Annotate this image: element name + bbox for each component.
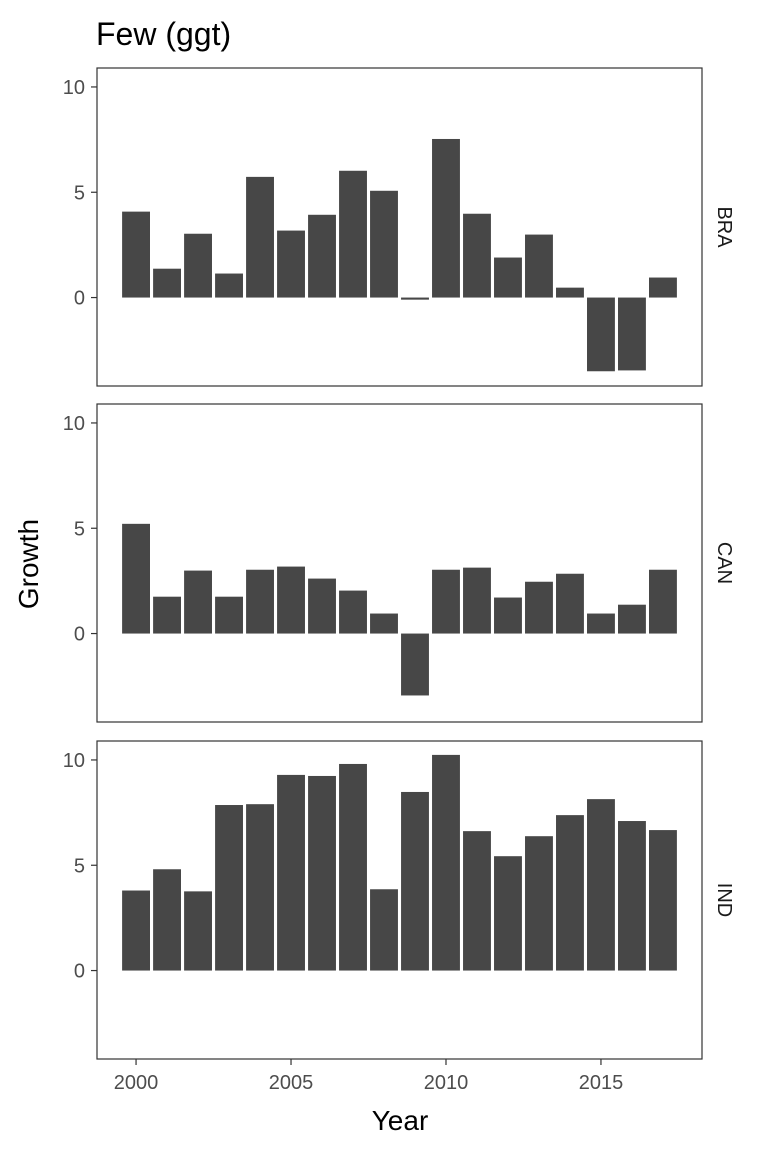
bar-can-2004: [246, 569, 274, 634]
y-tick-label: 10: [63, 77, 85, 99]
bar-can-2001: [153, 596, 181, 634]
bar-ind-2003: [215, 805, 243, 971]
bar-bra-2005: [277, 230, 305, 298]
bar-ind-2002: [184, 891, 212, 971]
bar-can-2003: [215, 596, 243, 634]
bar-ind-2005: [277, 774, 305, 971]
chart-title: Few (ggt): [96, 16, 231, 52]
x-axis-label: Year: [372, 1105, 429, 1136]
panel-border-can: [96, 403, 703, 723]
bar-ind-2017: [649, 830, 677, 971]
bar-can-2014: [556, 573, 584, 634]
bar-ind-2001: [153, 869, 181, 971]
bar-bra-2001: [153, 268, 181, 298]
bar-ind-2013: [525, 836, 553, 971]
bar-ind-2014: [556, 815, 584, 971]
facet-strip-label: CAN: [713, 542, 735, 584]
bar-can-2015: [587, 613, 615, 634]
bar-can-2012: [494, 597, 522, 634]
x-tick-label: 2015: [579, 1072, 624, 1094]
bar-can-2013: [525, 581, 553, 634]
y-tick-label: 5: [74, 182, 85, 204]
bar-bra-2004: [246, 176, 274, 298]
bar-ind-2011: [463, 831, 491, 971]
bar-ind-2016: [618, 821, 646, 971]
facet-strip-label: BRA: [713, 206, 735, 248]
bar-ind-2000: [122, 890, 150, 971]
bar-can-2000: [122, 523, 150, 634]
bar-ind-2007: [339, 763, 367, 971]
y-tick-label: 0: [74, 624, 85, 646]
bar-can-2005: [277, 566, 305, 634]
bar-bra-2013: [525, 234, 553, 298]
bar-bra-2011: [463, 213, 491, 298]
bar-bra-2012: [494, 257, 522, 298]
bar-bra-2009: [401, 297, 429, 300]
bar-bra-2007: [339, 170, 367, 298]
bar-ind-2010: [432, 754, 460, 971]
bar-bra-2002: [184, 233, 212, 298]
y-axis-label: Growth: [13, 519, 44, 609]
bar-can-2006: [308, 578, 336, 634]
bar-can-2008: [370, 613, 398, 634]
y-tick-label: 10: [63, 750, 85, 772]
bar-can-2009: [401, 633, 429, 696]
bar-bra-2017: [649, 277, 677, 298]
bar-can-2010: [432, 569, 460, 634]
y-tick-label: 10: [63, 413, 85, 435]
y-tick-label: 0: [74, 961, 85, 983]
bar-can-2016: [618, 604, 646, 634]
bar-ind-2012: [494, 856, 522, 971]
bar-bra-2014: [556, 287, 584, 298]
facet-strip-label: IND: [713, 883, 735, 917]
x-tick-label: 2005: [269, 1072, 314, 1094]
panel-border-ind: [96, 740, 703, 1060]
bar-bra-2003: [215, 273, 243, 298]
bar-bra-2008: [370, 190, 398, 298]
bar-can-2017: [649, 569, 677, 634]
bar-bra-2015: [587, 297, 615, 372]
bar-ind-2009: [401, 791, 429, 971]
bar-can-2002: [184, 570, 212, 634]
bar-ind-2004: [246, 804, 274, 971]
bar-can-2011: [463, 567, 491, 634]
y-tick-label: 5: [74, 518, 85, 540]
bar-ind-2008: [370, 889, 398, 971]
bar-ind-2015: [587, 799, 615, 971]
panel-border-bra: [96, 67, 703, 387]
x-tick-label: 2010: [424, 1072, 469, 1094]
bar-bra-2010: [432, 138, 460, 298]
bar-ind-2006: [308, 775, 336, 971]
y-tick-label: 5: [74, 855, 85, 877]
bar-bra-2016: [618, 297, 646, 371]
x-tick-label: 2000: [114, 1072, 159, 1094]
bar-bra-2006: [308, 214, 336, 298]
bar-bra-2000: [122, 211, 150, 298]
bar-can-2007: [339, 590, 367, 634]
y-tick-label: 0: [74, 288, 85, 310]
